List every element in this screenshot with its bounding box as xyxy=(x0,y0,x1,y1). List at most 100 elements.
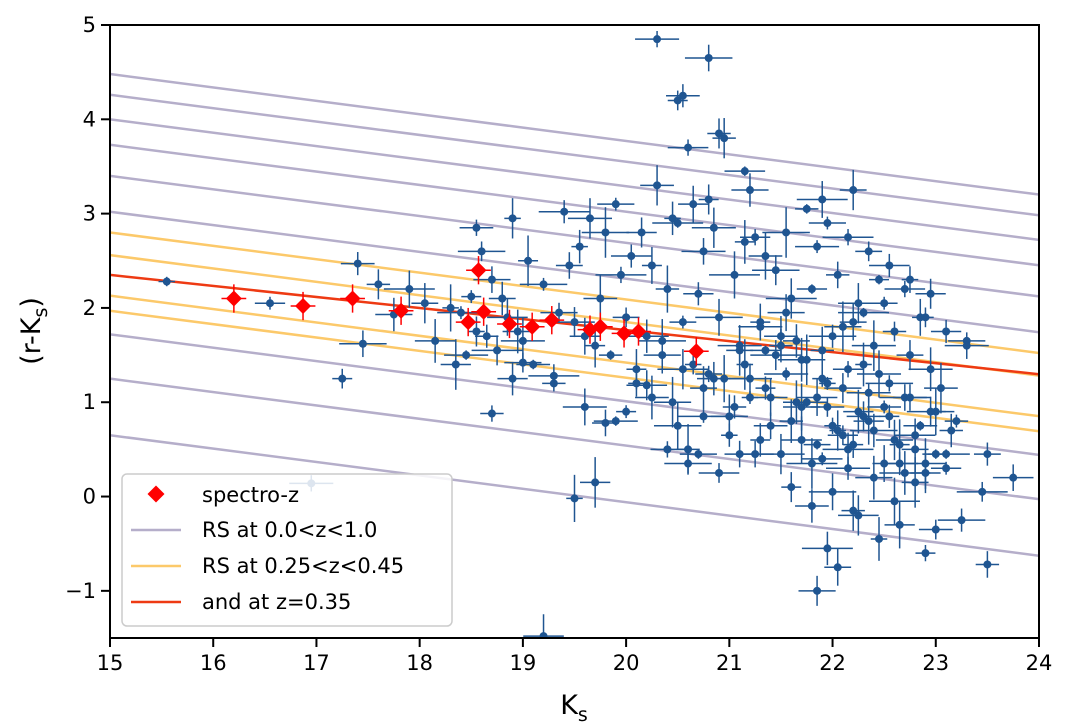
galaxy-point xyxy=(901,266,919,293)
galaxy-point xyxy=(798,575,836,606)
rs-line xyxy=(110,143,1039,267)
y-axis-ticks: −1 0 1 2 3 4 5 xyxy=(65,13,110,603)
galaxy-point xyxy=(779,399,803,443)
galaxy-point xyxy=(795,489,829,523)
galaxy-point xyxy=(640,165,674,206)
galaxy-point xyxy=(698,463,740,483)
galaxy-point xyxy=(383,270,435,308)
galaxy-point xyxy=(882,321,907,342)
galaxy-point xyxy=(908,347,953,392)
galaxy-point xyxy=(992,464,1034,491)
galaxy-point xyxy=(846,401,881,432)
galaxy-point xyxy=(681,238,726,265)
galaxy-point xyxy=(667,139,709,156)
galaxy-point xyxy=(841,490,865,531)
galaxy-point xyxy=(755,376,776,400)
galaxy-point xyxy=(869,477,920,525)
rs-line xyxy=(110,118,1039,242)
galaxy-point xyxy=(721,423,738,447)
galaxy-point xyxy=(540,302,578,323)
y-tick-label: 1 xyxy=(83,390,96,414)
galaxy-point xyxy=(459,219,494,236)
galaxy-point xyxy=(915,544,936,562)
galaxy-point xyxy=(767,294,805,332)
galaxy-point xyxy=(695,298,743,336)
legend-entry-rs-best: and at z=0.35 xyxy=(131,590,351,614)
galaxy-point xyxy=(473,266,511,293)
spectro-z-point xyxy=(611,319,637,348)
x-axis-label: Ks xyxy=(560,690,588,726)
galaxy-point xyxy=(901,457,929,508)
galaxy-point xyxy=(562,388,607,426)
galaxy-point xyxy=(518,235,539,287)
rs-line xyxy=(110,72,1039,196)
rs-line xyxy=(110,93,1039,217)
galaxy-point xyxy=(690,366,717,410)
galaxy-point xyxy=(724,166,766,176)
legend-box xyxy=(121,473,453,627)
y-tick-label: 3 xyxy=(83,202,96,226)
galaxy-point xyxy=(653,376,692,428)
galaxy-point xyxy=(869,253,910,278)
galaxy-point xyxy=(457,241,506,262)
galaxy-point xyxy=(783,383,821,431)
galaxy-point xyxy=(538,200,590,224)
galaxy-point xyxy=(707,118,731,149)
legend-entry-spectro-z: spectro-z xyxy=(147,483,299,507)
galaxy-point xyxy=(597,197,635,211)
galaxy-point xyxy=(502,309,533,354)
spectro-z-point xyxy=(388,296,414,325)
galaxy-point xyxy=(471,335,523,366)
spectro-z-point xyxy=(519,312,545,341)
galaxy-point xyxy=(528,364,580,388)
spectro-z-point xyxy=(466,256,491,285)
spectro-z-point xyxy=(587,312,613,341)
galaxy-point xyxy=(750,423,771,457)
galaxy-point xyxy=(641,247,662,284)
galaxy-point xyxy=(610,244,652,268)
y-tick-label: 0 xyxy=(83,485,96,509)
spectro-z-point xyxy=(221,284,247,313)
galaxy-point xyxy=(657,349,709,390)
galaxy-point xyxy=(339,330,387,358)
spectro-z-points xyxy=(221,256,709,366)
galaxy-point xyxy=(889,419,910,470)
rs-line xyxy=(110,294,1039,418)
galaxy-point xyxy=(796,284,828,294)
galaxy-point xyxy=(839,303,867,341)
galaxy-point xyxy=(375,297,413,332)
galaxy-point xyxy=(930,319,962,344)
galaxy-point xyxy=(901,425,929,473)
galaxy-point xyxy=(801,452,843,466)
x-tick-label: 19 xyxy=(510,651,537,675)
galaxy-point xyxy=(808,473,857,511)
galaxy-point xyxy=(850,413,898,448)
galaxy-point xyxy=(635,375,669,420)
galaxy-point xyxy=(440,339,471,390)
galaxy-point xyxy=(695,365,723,383)
galaxy-point xyxy=(808,216,846,230)
legend: spectro-z RS at 0.0<z<1.0 RS at 0.25<z<0… xyxy=(121,473,453,627)
galaxy-point xyxy=(581,207,630,258)
y-tick-label: −1 xyxy=(65,579,96,603)
galaxy-point xyxy=(340,252,375,276)
galaxy-point xyxy=(829,410,846,451)
spectro-z-point xyxy=(290,291,316,321)
galaxy-point xyxy=(664,201,681,236)
galaxy-point xyxy=(626,349,647,390)
galaxy-point xyxy=(580,457,611,508)
x-tick-label: 22 xyxy=(819,651,846,675)
galaxy-point xyxy=(879,451,931,495)
galaxy-point xyxy=(643,336,681,374)
galaxy-point xyxy=(843,389,874,434)
galaxy-point xyxy=(795,240,840,254)
galaxy-point xyxy=(810,326,834,374)
galaxy-point xyxy=(796,379,838,416)
galaxy-point xyxy=(937,508,986,532)
galaxy-point xyxy=(750,345,781,356)
galaxy-point xyxy=(626,217,657,248)
galaxy-point xyxy=(781,472,802,503)
x-tick-label: 24 xyxy=(1026,651,1053,675)
y-axis-label: (r-Ks) xyxy=(16,297,52,365)
galaxy-point xyxy=(650,441,685,458)
